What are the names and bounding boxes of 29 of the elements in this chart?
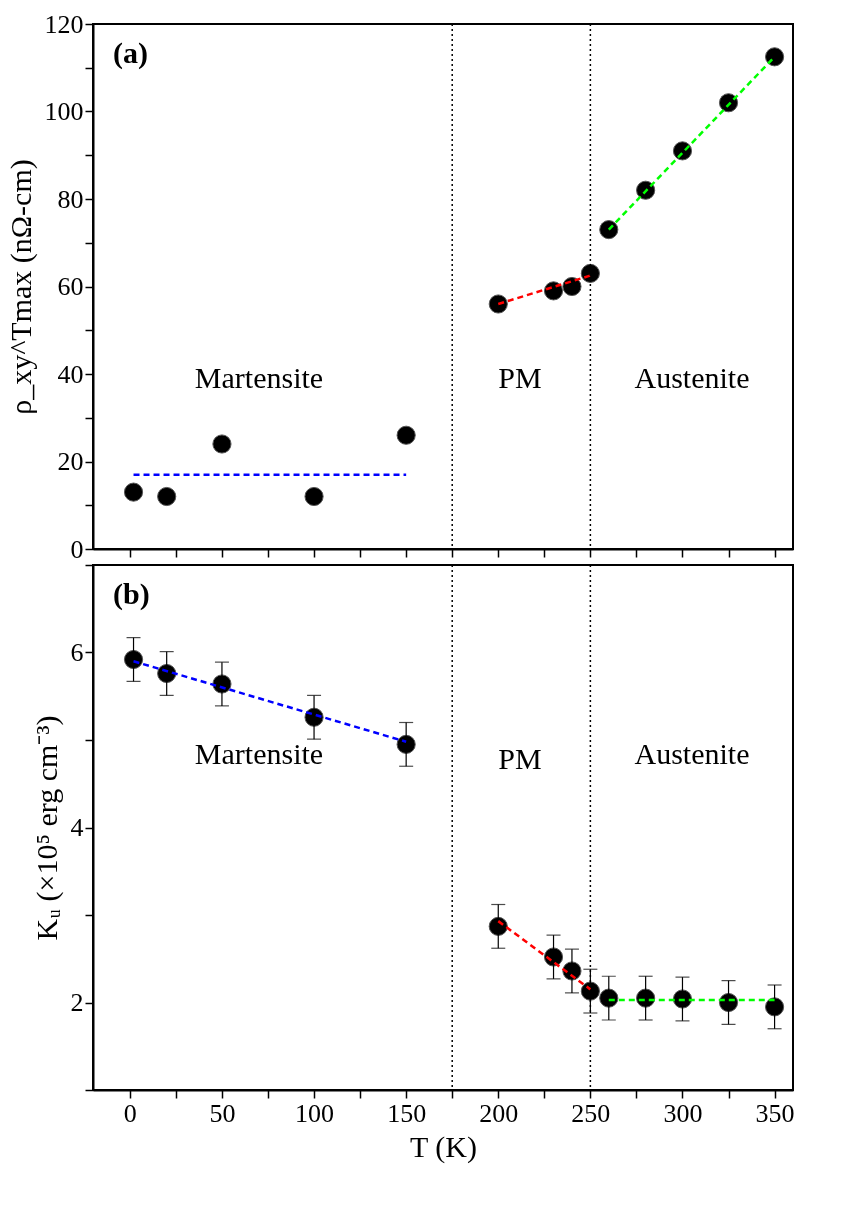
- y-tick-label: 60: [57, 272, 84, 301]
- y-tick-label: 0: [70, 534, 84, 564]
- y-tick-label: 20: [57, 447, 84, 476]
- y-axis-title: ρ_xy^Tmax (nΩ-cm): [3, 159, 38, 415]
- y-tick-label: 6: [70, 638, 84, 667]
- x-tick-label: 200: [479, 1098, 519, 1128]
- x-tick-label: 250: [571, 1098, 611, 1128]
- x-tick-label: 0: [123, 1098, 137, 1128]
- y-tick-label: 120: [44, 9, 84, 39]
- annotation: (b): [113, 577, 150, 611]
- y-tick-label: 2: [70, 988, 84, 1017]
- x-tick-label: 50: [209, 1098, 236, 1128]
- y-tick-label: 80: [57, 184, 84, 214]
- x-tick-label: 100: [295, 1098, 335, 1128]
- y-tick-label: 40: [57, 359, 84, 389]
- annotation: PM: [498, 361, 542, 394]
- x-tick-label: 350: [755, 1098, 795, 1128]
- annotation: Austenite: [634, 737, 750, 770]
- annotation: Martensite: [194, 361, 324, 394]
- annotation: PM: [498, 742, 542, 775]
- y-tick-label: 4: [70, 813, 84, 842]
- y-tick-label: 100: [44, 97, 84, 126]
- x-tick-label: 300: [663, 1098, 703, 1128]
- y-axis-title: Kᵤ (×10⁵ erg cm⁻³): [29, 715, 64, 941]
- annotation: Martensite: [194, 737, 324, 770]
- annotation: Austenite: [634, 361, 750, 394]
- x-tick-label: 150: [387, 1098, 427, 1128]
- annotation: (a): [113, 36, 148, 70]
- x-axis-title: T (K): [410, 1129, 477, 1164]
